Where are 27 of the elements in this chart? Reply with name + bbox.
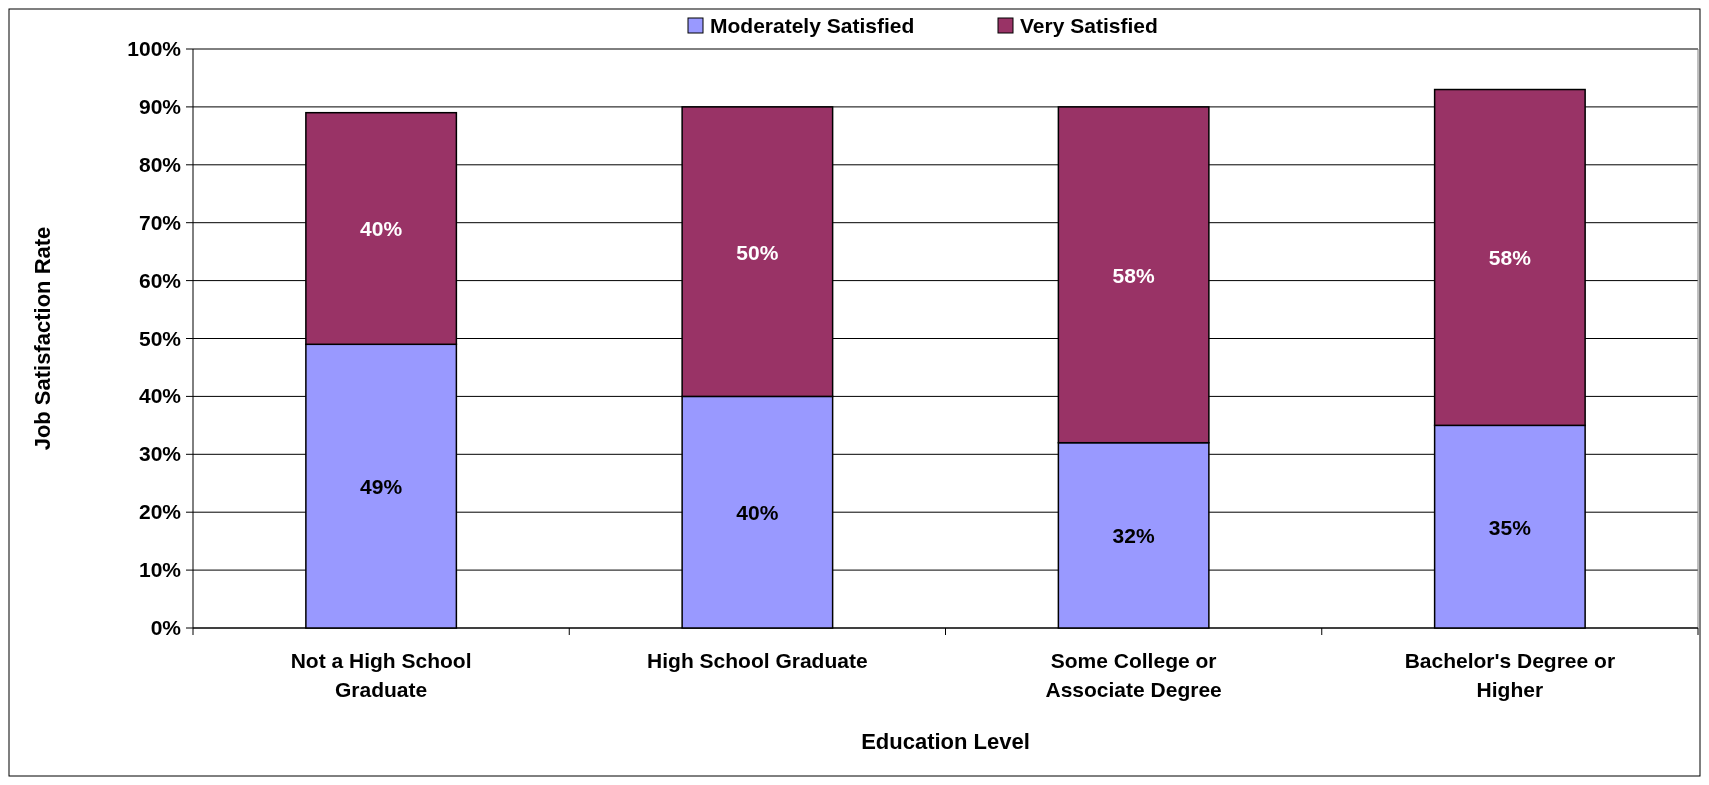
y-tick-label: 50% xyxy=(138,326,182,350)
y-tick-label: 40% xyxy=(138,384,182,408)
y-tick-label: 0% xyxy=(150,616,182,639)
y-tick-label: 60% xyxy=(138,268,182,292)
data-label: 50% xyxy=(736,240,779,264)
y-tick-label: 70% xyxy=(138,210,182,234)
x-tick-label: High School Graduate xyxy=(647,649,868,672)
data-label: 40% xyxy=(736,501,779,525)
data-label: 58% xyxy=(1112,263,1155,287)
y-tick-label: 20% xyxy=(138,500,182,524)
legend-label: Moderately Satisfied xyxy=(710,14,915,37)
data-label: 58% xyxy=(1488,246,1532,270)
x-tick-label: Bachelor's Degree or Higher xyxy=(1404,649,1616,701)
y-tick-label: 80% xyxy=(138,152,182,176)
y-axis-title: Job Satisfaction Rate xyxy=(30,226,55,451)
y-tick-label: 30% xyxy=(138,442,182,466)
data-label: 32% xyxy=(1112,524,1155,548)
x-tick-label: Not a High School Graduate xyxy=(290,649,472,701)
x-axis-title: Education Level xyxy=(861,729,1030,754)
data-label: 49% xyxy=(360,475,403,499)
x-tick-label: Some College or Associate Degree xyxy=(1045,649,1222,701)
data-label: 40% xyxy=(360,217,403,241)
y-tick-label: 100% xyxy=(127,37,182,60)
legend-label: Very Satisfied xyxy=(1020,14,1158,37)
data-label: 35% xyxy=(1488,515,1532,539)
y-tick-label: 10% xyxy=(138,558,182,582)
y-tick-label: 90% xyxy=(138,94,182,118)
